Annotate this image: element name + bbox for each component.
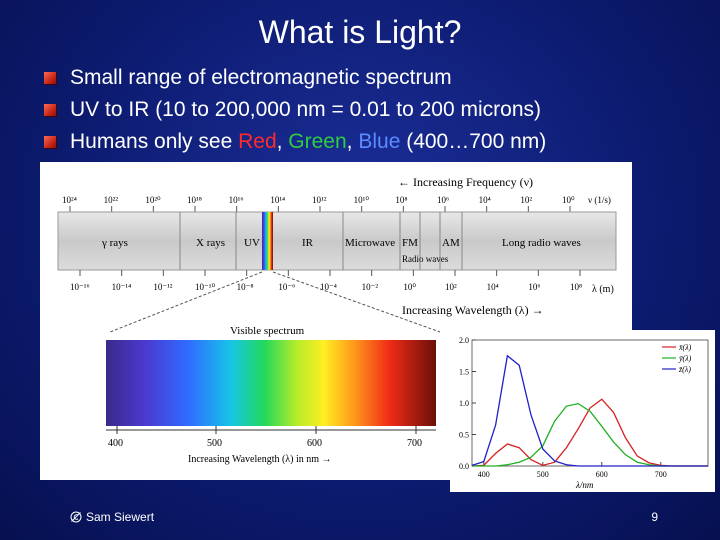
band-radio-waves: Radio waves <box>402 254 449 264</box>
x-tick-label: 500 <box>537 470 549 479</box>
visible-tick-label: 600 <box>307 438 322 449</box>
bullet-item: Humans only see Red, Green, Blue (400…70… <box>44 126 546 158</box>
wavelength-axis-label: Increasing Wavelength (λ) → <box>402 303 544 317</box>
wavelength-tick-label: 10⁻⁸ <box>237 282 254 292</box>
y-tick-label: 2.0 <box>459 336 469 345</box>
band-am: AM <box>442 237 460 249</box>
frequency-tick-label: 10¹⁶ <box>229 195 244 205</box>
frequency-tick-label: 10¹² <box>312 195 327 205</box>
bullet-text: UV to IR (10 to 200,000 nm = 0.01 to 200… <box>70 98 542 121</box>
bullet-square-icon <box>44 136 56 148</box>
y-tick-label: 0.5 <box>459 431 469 440</box>
wavelength-tick-label: 10⁸ <box>570 282 582 292</box>
band-x-rays: X rays <box>196 237 225 249</box>
wavelength-tick-label: 10⁻¹⁶ <box>70 282 90 292</box>
series-line-1 <box>472 402 708 467</box>
wavelength-tick-label: 10⁻¹⁴ <box>112 282 132 292</box>
frequency-tick-label: 10² <box>520 195 532 205</box>
band-long-radio-waves: Long radio waves <box>502 237 581 249</box>
em-band-strip <box>57 211 617 271</box>
wavelength-tick-label: 10⁴ <box>487 282 499 292</box>
visible-spectrum-label: Visible spectrum <box>230 325 305 337</box>
x-tick-label: 700 <box>655 470 667 479</box>
x-tick-label: 400 <box>478 470 490 479</box>
visible-axis-label: Increasing Wavelength (λ) in nm → <box>188 454 332 465</box>
frequency-tick-label: 10¹⁸ <box>187 195 202 205</box>
series-line-0 <box>471 398 708 467</box>
frequency-tick-label: 10¹⁰ <box>354 195 370 205</box>
wavelength-tick-label: 10⁻¹⁰ <box>195 282 215 292</box>
bullet-text: Small range of electromagnetic spectrum <box>70 66 452 89</box>
frequency-tick-label: 10⁰ <box>562 195 575 205</box>
frequency-tick-label: 10⁶ <box>437 195 449 205</box>
frequency-tick-label: 10¹⁴ <box>270 195 285 205</box>
bullet-text-prefix: Humans only see <box>70 130 239 153</box>
wavelength-tick-label: 10⁻² <box>362 282 379 292</box>
cie-cmf-svg: 0.0 0.5 1.0 1.5 2.0 400 500 600 700 λ/nm x̄(λ) ȳ(λ)… <box>459 336 709 490</box>
wavelength-ticks: 10⁻¹⁶ 10⁻¹⁴ 10⁻¹² 10⁻¹⁰ 10⁻⁸ 10⁻⁶ 10⁻⁴ 10⁻² 10⁰ 1… <box>70 270 582 292</box>
visible-tick-label: 400 <box>108 438 123 449</box>
color-word-green: Green <box>288 130 347 153</box>
footer-author: Sam Siewert <box>70 510 154 524</box>
frequency-tick-label: 10⁸ <box>395 195 407 205</box>
color-word-red: Red <box>238 130 277 153</box>
band-ir: IR <box>302 237 314 249</box>
frequency-tick-label: 10²⁰ <box>145 195 161 205</box>
separator: , <box>276 130 289 153</box>
frequency-tick-label: 10⁴ <box>479 195 491 205</box>
em-spectrum-figure: ← Increasing Frequency (ν) 10²⁴ 10²² 10²⁰ 1… <box>40 162 632 480</box>
visible-band-strip <box>262 212 273 270</box>
y-tick-label: 1.0 <box>459 399 469 408</box>
bullet-item: UV to IR (10 to 200,000 nm = 0.01 to 200… <box>44 94 546 126</box>
wavelength-tick-label: 10² <box>445 282 457 292</box>
wavelength-tick-label: 10⁰ <box>403 282 416 292</box>
x-tick-label: 600 <box>596 470 608 479</box>
legend-label: ȳ(λ) <box>678 354 692 363</box>
series-line-2 <box>471 354 708 467</box>
wavelength-tick-label: 10⁻¹² <box>153 282 172 292</box>
y-tick-label: 1.5 <box>459 368 469 377</box>
band-gamma-rays: γ rays <box>101 237 128 249</box>
frequency-ticks: 10²⁴ 10²² 10²⁰ 10¹⁸ 10¹⁶ 10¹⁴ 10¹² 10¹⁰ 10⁸ 10⁶ 10… <box>62 195 575 212</box>
bullet-text-suffix: (400…700 nm) <box>400 130 547 153</box>
frequency-axis-label: ← Increasing Frequency (ν) <box>398 175 533 189</box>
cie-cmf-chart: 0.0 0.5 1.0 1.5 2.0 400 500 600 700 λ/nm x̄(λ) ȳ(λ)… <box>450 330 715 492</box>
visible-tick-label: 700 <box>407 438 422 449</box>
slide-title: What is Light? <box>258 14 462 50</box>
band-microwave: Microwave <box>345 237 395 249</box>
zoom-line-right <box>272 271 441 333</box>
em-spectrum-svg: ← Increasing Frequency (ν) 10²⁴ 10²² 10²⁰ 1… <box>57 175 617 465</box>
author-name: Sam Siewert <box>86 510 155 524</box>
y-tick-label: 0.0 <box>459 462 469 471</box>
visible-tick-label: 500 <box>207 438 222 449</box>
frequency-tick-label: 10²² <box>104 195 119 205</box>
copyright-icon <box>70 511 82 523</box>
bullet-square-icon <box>44 104 56 116</box>
band-uv: UV <box>244 237 260 249</box>
legend-label: z̄(λ) <box>678 365 691 374</box>
bullet-item: Small range of electromagnetic spectrum <box>44 62 546 94</box>
frequency-tick-label: 10²⁴ <box>62 195 77 205</box>
wavelength-tick-label: 10⁻⁶ <box>278 282 295 292</box>
visible-spectrum-bar <box>106 340 436 426</box>
x-axis-label: λ/nm <box>575 480 594 490</box>
separator: , <box>346 130 359 153</box>
wavelength-tick-label: 10⁻⁴ <box>320 282 337 292</box>
wavelength-unit: λ (m) <box>592 284 614 295</box>
frequency-unit: ν (1/s) <box>588 195 611 205</box>
zoom-line-left <box>109 271 263 333</box>
page-number: 9 <box>651 510 658 524</box>
band-fm: FM <box>402 237 418 249</box>
color-word-blue: Blue <box>358 130 401 153</box>
bullet-list: Small range of electromagnetic spectrum … <box>44 62 546 158</box>
wavelength-tick-label: 10⁶ <box>528 282 540 292</box>
legend-label: x̄(λ) <box>678 343 692 352</box>
bullet-square-icon <box>44 72 56 84</box>
